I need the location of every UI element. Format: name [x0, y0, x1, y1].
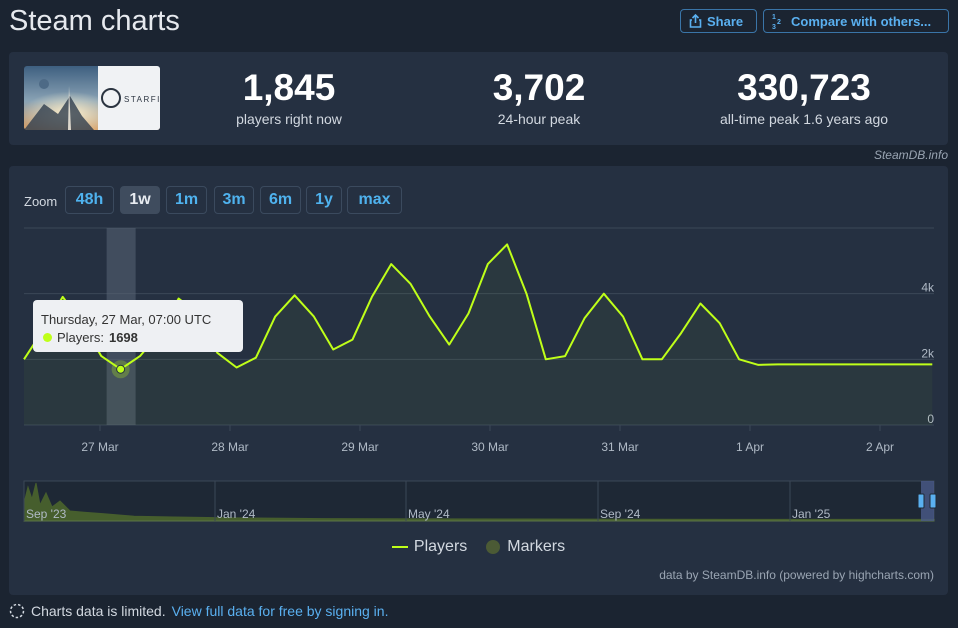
- zoom-1w-button[interactable]: 1w: [120, 186, 160, 214]
- stat-24h-peak: 3,702 24-hour peak: [469, 67, 609, 128]
- compare-label: Compare with others...: [791, 13, 932, 29]
- navigator-label: Sep '23: [26, 507, 67, 521]
- x-tick-label: 27 Mar: [81, 440, 118, 454]
- x-tick-label: 29 Mar: [341, 440, 378, 454]
- notice-text: Charts data is limited.: [31, 603, 166, 619]
- stat-current: 1,845 players right now: [219, 67, 359, 128]
- legend-players-label: Players: [413, 538, 468, 555]
- tooltip-series-label: Players:: [57, 330, 104, 345]
- svg-text:2: 2: [777, 19, 781, 26]
- x-tick-label: 1 Apr: [736, 440, 764, 454]
- chart-panel: Zoom 48h 1w 1m 3m 6m 1y max 0 2k 4k 27 Mar 2…: [9, 166, 948, 595]
- legend-markers-label: Markers: [507, 538, 566, 555]
- navigator-label: May '24: [408, 507, 450, 521]
- stat-current-value: 1,845: [242, 67, 336, 108]
- navigator-handle-left[interactable]: [917, 493, 925, 509]
- navigator-series: [23, 482, 935, 522]
- legend-markers[interactable]: Markers: [485, 538, 565, 556]
- share-button[interactable]: Share: [680, 9, 757, 33]
- chart-legend: Players Markers: [9, 538, 948, 556]
- markers-dot-icon: [486, 540, 501, 554]
- page-title: Steam charts: [9, 5, 180, 37]
- tooltip-value: 1698: [108, 330, 138, 345]
- game-header-image[interactable]: STARFIELD: [24, 66, 160, 130]
- stat-all-time-peak-label: all-time peak 1.6 years ago: [719, 111, 889, 127]
- hover-point: [116, 364, 126, 374]
- y-tick-label: 0: [927, 412, 934, 426]
- zoom-label: Zoom: [24, 194, 58, 209]
- svg-text:1: 1: [772, 14, 776, 21]
- stat-24h-peak-label: 24-hour peak: [497, 111, 581, 127]
- navigator-label: Jan '24: [217, 507, 256, 521]
- navigator-handle-right[interactable]: [929, 493, 937, 509]
- svg-text:3: 3: [772, 24, 776, 29]
- compare-button[interactable]: 1 2 3 Compare with others...: [763, 9, 949, 33]
- stat-all-time-peak-value: 330,723: [737, 67, 871, 108]
- y-tick-label: 4k: [921, 281, 935, 295]
- navigator-selection: [921, 481, 934, 521]
- x-tick-label: 28 Mar: [211, 440, 248, 454]
- navigator-label: Sep '24: [600, 507, 641, 521]
- share-icon: [689, 14, 702, 28]
- stats-panel: STARFIELD 1,845 players right now 3,702 …: [9, 52, 948, 145]
- zoom-48h-button[interactable]: 48h: [65, 186, 114, 214]
- player-chart[interactable]: 0 2k 4k 27 Mar 28 Mar 29 Mar 30 Mar 31 Mar 1 Apr…: [9, 166, 948, 595]
- game-logo-text: STARFIELD: [124, 95, 160, 104]
- dashed-circle-icon: [9, 603, 25, 619]
- players-line-icon: [391, 546, 408, 548]
- zoom-6m-button[interactable]: 6m: [260, 186, 301, 214]
- share-label: Share: [707, 13, 744, 29]
- chart-tooltip: Thursday, 27 Mar, 07:00 UTC Players: 169…: [33, 300, 243, 352]
- zoom-max-button[interactable]: max: [347, 186, 402, 214]
- players-area: [24, 244, 933, 425]
- steamdb-credit: SteamDB.info: [873, 148, 948, 162]
- stat-24h-peak-value: 3,702: [492, 67, 586, 108]
- zoom-1m-button[interactable]: 1m: [166, 186, 207, 214]
- x-tick-label: 30 Mar: [471, 440, 508, 454]
- tooltip-date: Thursday, 27 Mar, 07:00 UTC: [41, 312, 212, 327]
- sign-in-link[interactable]: View full data for free by signing in.: [171, 603, 389, 619]
- zoom-1y-button[interactable]: 1y: [306, 186, 342, 214]
- tooltip-series-row: Players: 1698: [43, 330, 138, 345]
- zoom-3m-button[interactable]: 3m: [214, 186, 254, 214]
- x-tick-label: 2 Apr: [866, 440, 894, 454]
- x-tick-label: 31 Mar: [601, 440, 638, 454]
- data-limit-notice: Charts data is limited. View full data f…: [9, 603, 388, 619]
- y-tick-label: 2k: [921, 346, 935, 360]
- numbered-list-icon: 1 2 3: [772, 14, 781, 29]
- stat-current-label: players right now: [236, 111, 342, 127]
- highcharts-credit: data by SteamDB.info (powered by highcha…: [659, 568, 934, 582]
- legend-players[interactable]: Players: [391, 538, 468, 556]
- navigator-label: Jan '25: [792, 507, 831, 521]
- navigator-frame: [23, 480, 935, 522]
- stat-all-time-peak: 330,723 all-time peak 1.6 years ago: [699, 67, 909, 128]
- tooltip-series-dot: [43, 333, 52, 342]
